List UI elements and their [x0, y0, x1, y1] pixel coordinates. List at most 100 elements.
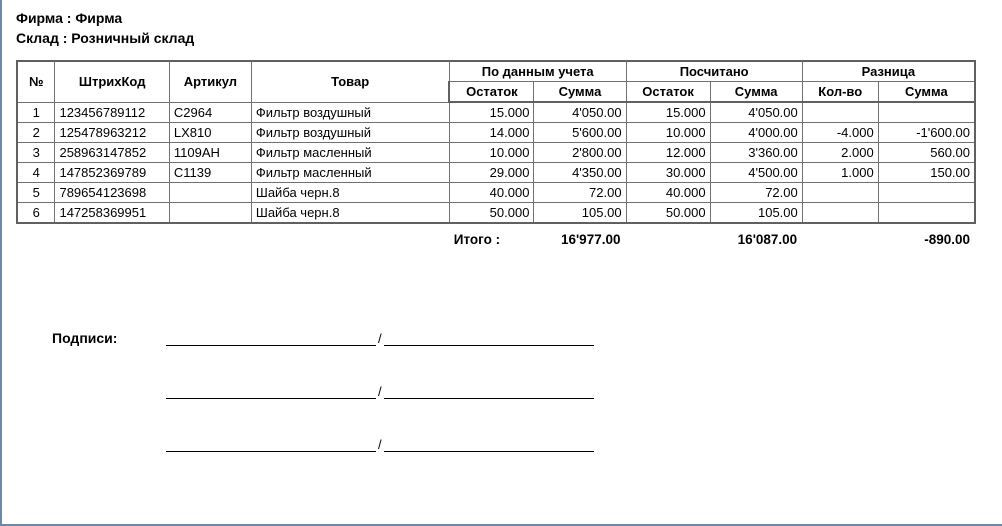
cell-accounting-ost: 29.000: [449, 163, 534, 183]
inventory-table: № ШтрихКод Артикул Товар По данным учета…: [16, 60, 976, 224]
cell-article: [169, 183, 251, 203]
cell-counted-sum: 4'000.00: [710, 123, 802, 143]
th-group-diff: Разница: [802, 61, 975, 82]
cell-diff-sum: [878, 102, 975, 123]
table-row: 6147258369951Шайба черн.850.000105.0050.…: [17, 203, 975, 224]
signature-line: [166, 435, 376, 452]
cell-accounting-ost: 40.000: [449, 183, 534, 203]
cell-counted-ost: 50.000: [626, 203, 710, 224]
cell-diff-sum: [878, 203, 975, 224]
cell-counted-ost: 15.000: [626, 102, 710, 123]
signature-line: [384, 329, 594, 346]
cell-number: 2: [17, 123, 55, 143]
cell-counted-ost: 40.000: [626, 183, 710, 203]
th-counted-sum: Сумма: [710, 82, 802, 103]
cell-article: C1139: [169, 163, 251, 183]
cell-diff-sum: 560.00: [878, 143, 975, 163]
th-diff-sum: Сумма: [878, 82, 975, 103]
cell-counted-sum: 4'050.00: [710, 102, 802, 123]
th-barcode: ШтрихКод: [55, 61, 169, 102]
inventory-table-wrap: № ШтрихКод Артикул Товар По данным учета…: [16, 60, 988, 249]
cell-diff-sum: 150.00: [878, 163, 975, 183]
cell-number: 6: [17, 203, 55, 224]
warehouse-label: Склад :: [16, 30, 67, 46]
cell-article: 1109AH: [169, 143, 251, 163]
table-row: 5789654123698Шайба черн.840.00072.0040.0…: [17, 183, 975, 203]
cell-accounting-ost: 14.000: [449, 123, 534, 143]
cell-product: Шайба черн.8: [251, 203, 449, 224]
cell-accounting-ost: 10.000: [449, 143, 534, 163]
th-article: Артикул: [169, 61, 251, 102]
th-diff-qty: Кол-во: [802, 82, 878, 103]
cell-diff-qty: [802, 102, 878, 123]
table-row: 32589631478521109AHФильтр масленный10.00…: [17, 143, 975, 163]
th-group-accounting: По данным учета: [449, 61, 626, 82]
cell-number: 4: [17, 163, 55, 183]
cell-barcode: 147852369789: [55, 163, 169, 183]
cell-product: Фильтр воздушный: [251, 123, 449, 143]
cell-counted-sum: 105.00: [710, 203, 802, 224]
table-row: 2125478963212LX810Фильтр воздушный14.000…: [17, 123, 975, 143]
cell-barcode: 125478963212: [55, 123, 169, 143]
totals-row: Итого : 16'977.00 16'087.00 -890.00: [16, 230, 976, 249]
signature-line: [384, 435, 594, 452]
totals-label: Итого :: [450, 232, 532, 247]
th-counted-ost: Остаток: [626, 82, 710, 103]
signature-line: [384, 382, 594, 399]
cell-counted-sum: 3'360.00: [710, 143, 802, 163]
totals-sum-diff: -890.00: [880, 232, 974, 247]
table-row: 4147852369789C1139Фильтр масленный29.000…: [17, 163, 975, 183]
signature-slash: /: [376, 384, 384, 399]
firm-value: Фирма: [75, 10, 122, 26]
cell-counted-ost: 30.000: [626, 163, 710, 183]
cell-barcode: 123456789112: [55, 102, 169, 123]
cell-product: Шайба черн.8: [251, 183, 449, 203]
cell-diff-sum: -1'600.00: [878, 123, 975, 143]
cell-diff-sum: [878, 183, 975, 203]
th-number: №: [17, 61, 55, 102]
signature-row: /: [52, 382, 988, 399]
cell-barcode: 258963147852: [55, 143, 169, 163]
cell-article: C2964: [169, 102, 251, 123]
cell-article: [169, 203, 251, 224]
firm-line: Фирма : Фирма: [16, 10, 988, 26]
signature-slash: /: [376, 331, 384, 346]
cell-accounting-sum: 4'050.00: [534, 102, 626, 123]
th-accounting-sum: Сумма: [534, 82, 626, 103]
th-group-counted: Посчитано: [626, 61, 802, 82]
signature-line: [166, 329, 376, 346]
signatures-block: Подписи: / / /: [52, 329, 988, 452]
cell-barcode: 147258369951: [55, 203, 169, 224]
cell-barcode: 789654123698: [55, 183, 169, 203]
cell-diff-qty: [802, 203, 878, 224]
cell-counted-sum: 4'500.00: [710, 163, 802, 183]
signature-row: /: [52, 435, 988, 452]
signature-line: [166, 382, 376, 399]
cell-number: 3: [17, 143, 55, 163]
signatures-label: Подписи:: [52, 330, 166, 346]
cell-accounting-sum: 2'800.00: [534, 143, 626, 163]
cell-accounting-sum: 72.00: [534, 183, 626, 203]
firm-label: Фирма :: [16, 10, 71, 26]
cell-accounting-sum: 4'350.00: [534, 163, 626, 183]
cell-number: 1: [17, 102, 55, 123]
cell-accounting-ost: 15.000: [449, 102, 534, 123]
totals-sum-accounting: 16'977.00: [534, 232, 624, 247]
warehouse-value: Розничный склад: [71, 30, 194, 46]
table-body: 1123456789112C2964Фильтр воздушный15.000…: [17, 102, 975, 223]
th-accounting-ost: Остаток: [449, 82, 534, 103]
table-row: 1123456789112C2964Фильтр воздушный15.000…: [17, 102, 975, 123]
cell-counted-ost: 12.000: [626, 143, 710, 163]
warehouse-line: Склад : Розничный склад: [16, 30, 988, 46]
cell-diff-qty: -4.000: [802, 123, 878, 143]
cell-accounting-sum: 5'600.00: [534, 123, 626, 143]
cell-article: LX810: [169, 123, 251, 143]
cell-product: Фильтр масленный: [251, 163, 449, 183]
cell-counted-sum: 72.00: [710, 183, 802, 203]
cell-accounting-sum: 105.00: [534, 203, 626, 224]
cell-accounting-ost: 50.000: [449, 203, 534, 224]
th-product: Товар: [251, 61, 449, 102]
cell-product: Фильтр воздушный: [251, 102, 449, 123]
cell-number: 5: [17, 183, 55, 203]
totals-sum-counted: 16'087.00: [711, 232, 801, 247]
